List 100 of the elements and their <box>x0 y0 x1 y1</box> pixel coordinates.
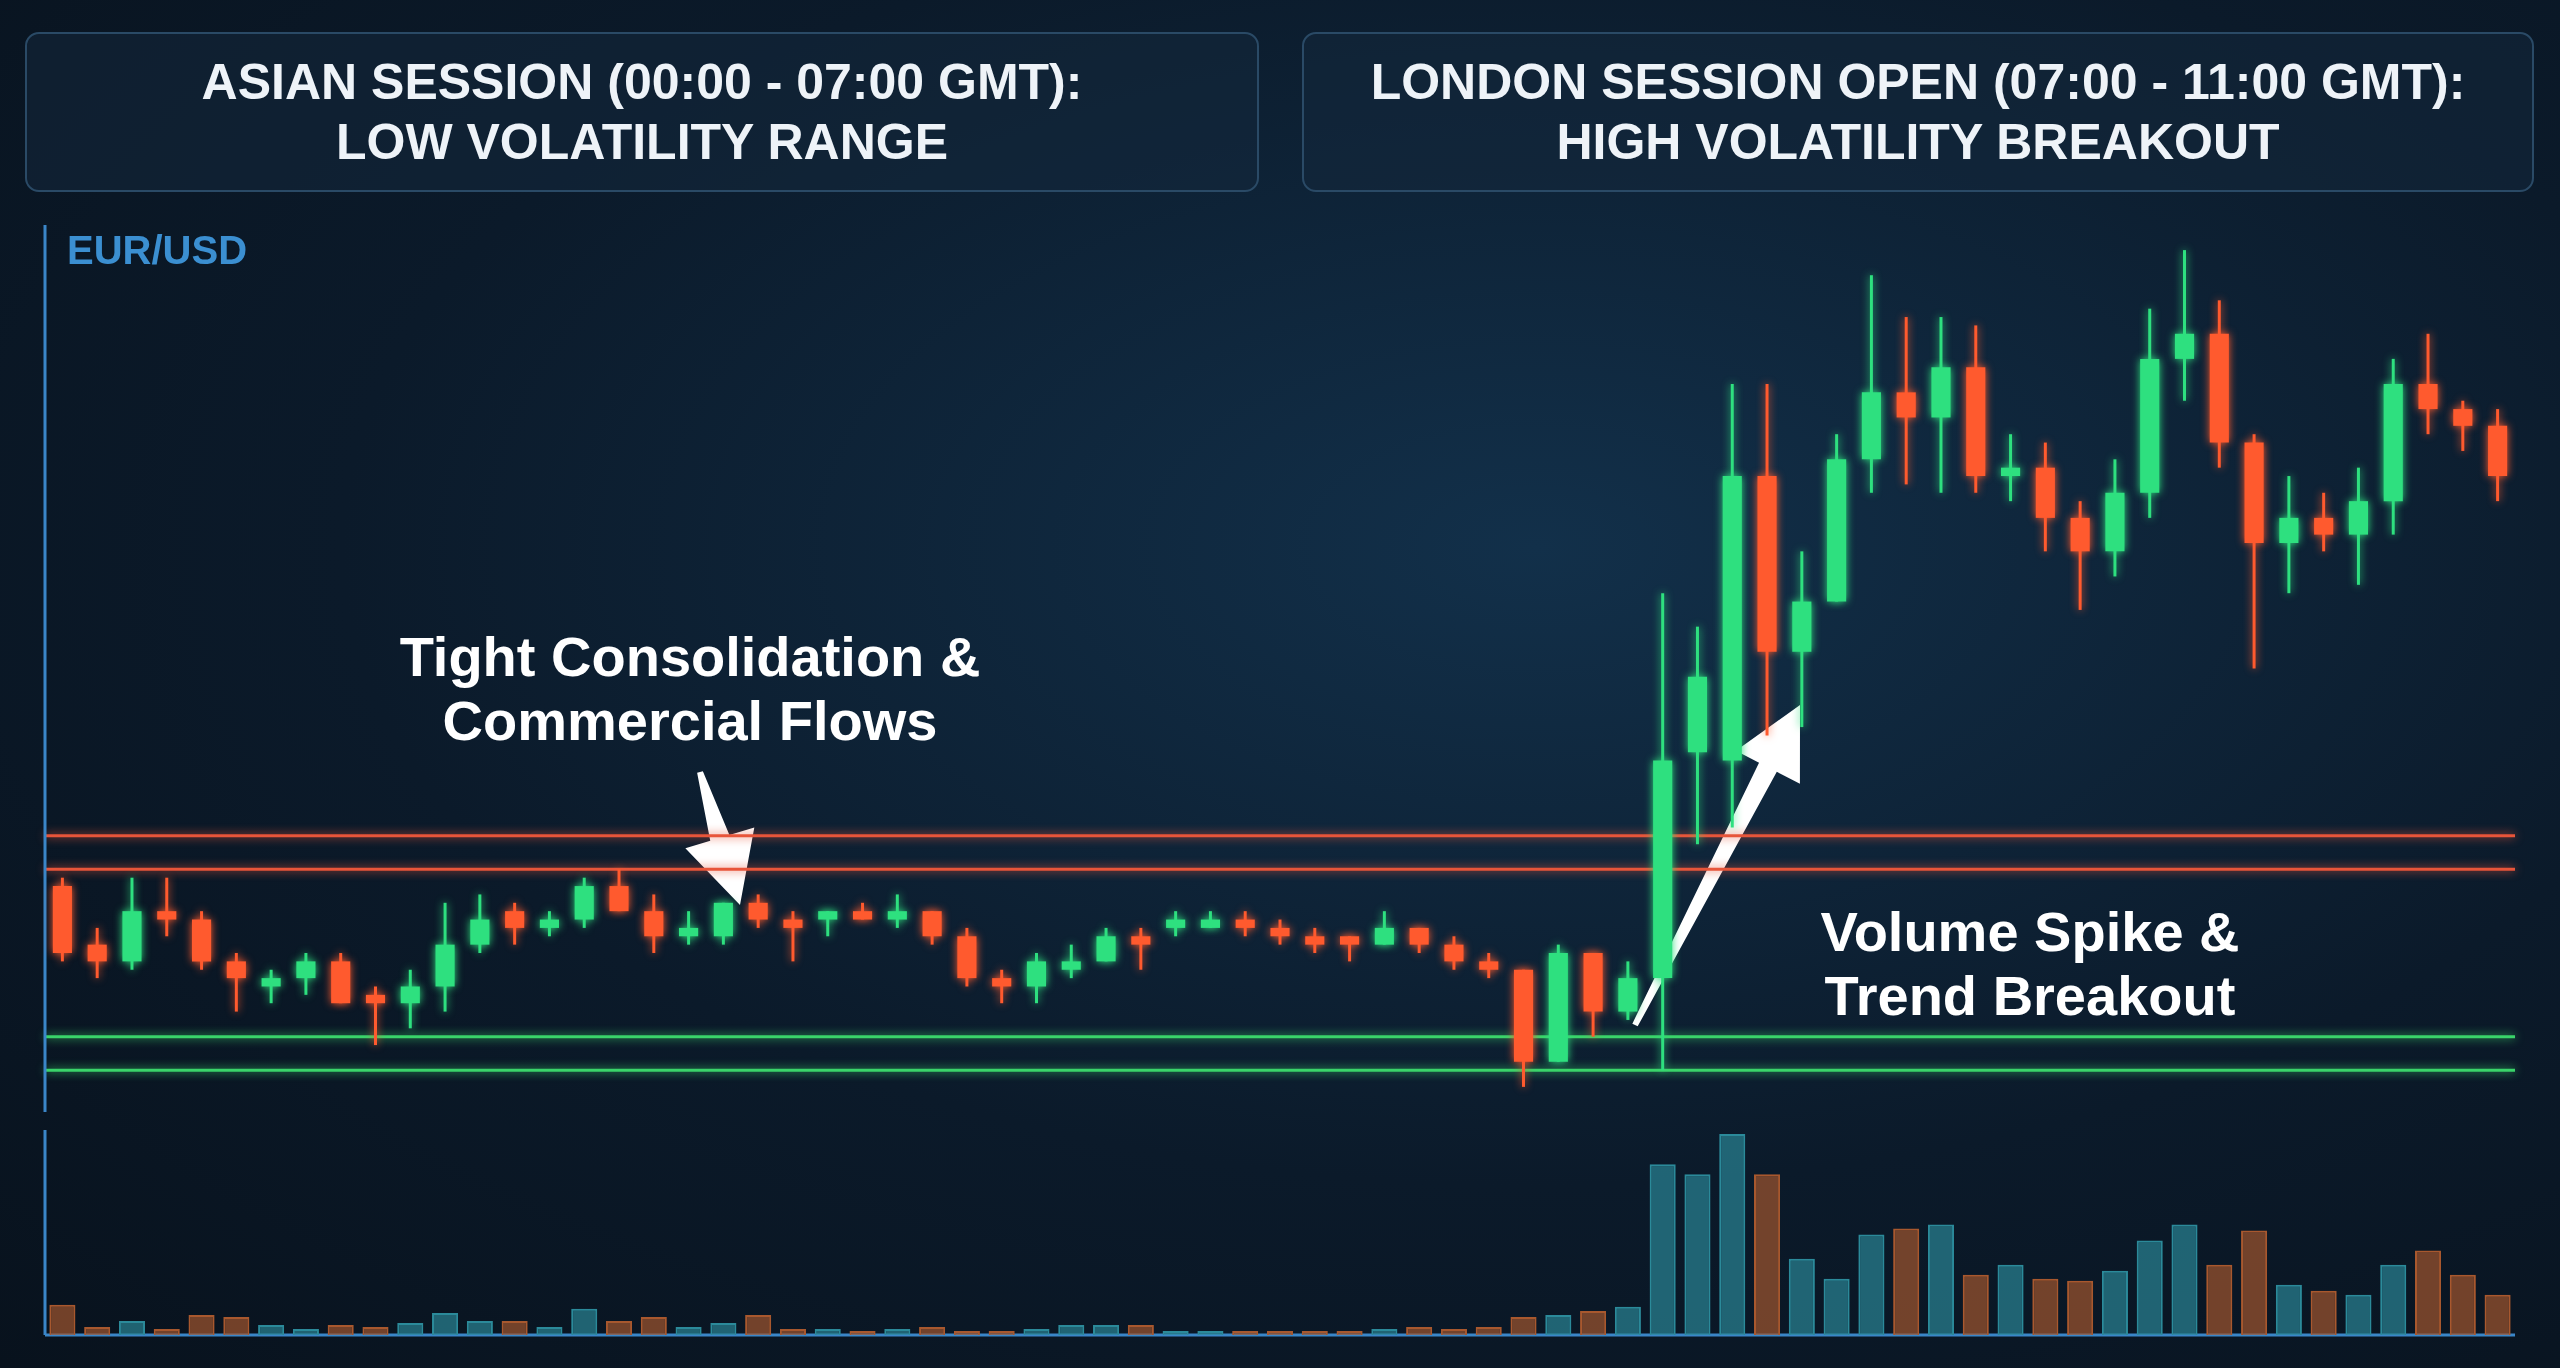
candlestick <box>1270 919 1290 945</box>
bar <box>1684 1174 1711 1335</box>
bar <box>223 1316 250 1335</box>
bar <box>1719 1134 1746 1335</box>
candlestick <box>296 953 316 995</box>
bar <box>814 1328 841 1335</box>
bar <box>640 1316 667 1335</box>
candlestick <box>1061 944 1081 980</box>
bar <box>849 1330 876 1335</box>
bar <box>1510 1316 1537 1335</box>
bar <box>710 1322 737 1335</box>
bar <box>2414 1250 2442 1335</box>
bar <box>884 1328 911 1335</box>
bar <box>188 1314 215 1335</box>
annotation: Tight Consolidation & Commercial Flows <box>398 625 982 754</box>
bar <box>1058 1324 1085 1335</box>
bar <box>1162 1330 1189 1335</box>
bar <box>1336 1330 1363 1335</box>
bar <box>118 1320 146 1335</box>
candlestick <box>748 894 768 928</box>
bar <box>2136 1240 2163 1335</box>
bar <box>1649 1164 1676 1335</box>
bar <box>153 1328 180 1335</box>
candlestick <box>505 901 525 945</box>
candlestick <box>1444 936 1464 970</box>
bar <box>2206 1264 2233 1335</box>
bar <box>362 1326 389 1335</box>
bar <box>953 1330 980 1335</box>
candlestick <box>87 926 107 980</box>
bar <box>1127 1324 1154 1335</box>
chart-title: EUR/USD <box>67 228 248 273</box>
text: LONDON SESSION OPEN (07:00 - 11:00 GMT): HIGH VOLATILITY BREAKOUT <box>1302 32 2534 192</box>
bar <box>1475 1326 1502 1335</box>
candlestick <box>992 969 1012 1005</box>
bar <box>327 1324 354 1335</box>
candlestick <box>1374 911 1394 945</box>
bar <box>84 1326 111 1335</box>
bar <box>1197 1330 1224 1335</box>
bar <box>49 1304 76 1335</box>
bar <box>2484 1294 2511 1335</box>
bar <box>1754 1174 1781 1335</box>
candlestick <box>2314 491 2334 552</box>
bar <box>605 1320 633 1335</box>
bar <box>988 1330 1015 1335</box>
candlestick <box>157 877 177 937</box>
bar <box>1893 1228 1920 1335</box>
bar <box>2449 1274 2476 1335</box>
candlestick <box>818 911 838 937</box>
bar <box>1440 1328 1467 1335</box>
bar <box>1266 1330 1294 1335</box>
bar <box>1023 1328 1050 1335</box>
candlestick <box>1166 911 1186 937</box>
bar <box>1788 1258 1815 1335</box>
candlestick <box>2453 400 2473 451</box>
bar <box>2380 1264 2407 1335</box>
bar <box>1093 1324 1120 1335</box>
candlestick <box>1340 936 1360 962</box>
bar <box>1823 1278 1850 1335</box>
bar <box>1545 1314 1572 1335</box>
bar <box>536 1326 563 1335</box>
bar <box>1962 1274 1989 1335</box>
bar <box>1614 1306 1641 1335</box>
bar <box>258 1324 285 1335</box>
bar <box>1580 1310 1607 1335</box>
candlestick <box>2001 434 2021 503</box>
candlestick <box>679 911 699 945</box>
bar <box>2310 1290 2337 1335</box>
bar <box>2345 1294 2372 1335</box>
bar <box>501 1320 528 1335</box>
bar <box>779 1328 806 1335</box>
bar <box>2241 1230 2268 1335</box>
bar <box>1406 1326 1433 1335</box>
candlestick <box>1479 953 1499 980</box>
bar <box>1858 1234 1885 1335</box>
bar <box>2101 1270 2128 1335</box>
bar <box>1232 1330 1259 1335</box>
bar <box>571 1308 598 1335</box>
bar <box>1301 1330 1328 1335</box>
candlestick <box>1409 926 1429 954</box>
bar <box>1371 1328 1398 1335</box>
annotation: Volume Spike & Trend Breakout <box>1819 900 2241 1029</box>
candlestick <box>1131 926 1151 970</box>
bar <box>919 1326 946 1335</box>
candlestick <box>365 986 386 1047</box>
candlestick <box>539 911 559 937</box>
bar <box>2171 1224 2198 1335</box>
bar <box>1927 1224 1955 1335</box>
candlestick <box>1235 911 1255 937</box>
candlestick <box>1305 926 1325 954</box>
candlestick <box>783 911 803 962</box>
bar <box>745 1314 772 1335</box>
bar <box>397 1322 424 1335</box>
bar <box>2067 1280 2094 1335</box>
bar <box>292 1328 319 1335</box>
bar <box>432 1312 459 1335</box>
candlestick <box>226 953 246 1012</box>
bar <box>466 1320 493 1335</box>
text: ASIAN SESSION (00:00 - 07:00 GMT): LOW VOLATILITY RANGE <box>25 32 1259 192</box>
bar <box>2275 1284 2302 1335</box>
candlestick <box>400 969 420 1029</box>
